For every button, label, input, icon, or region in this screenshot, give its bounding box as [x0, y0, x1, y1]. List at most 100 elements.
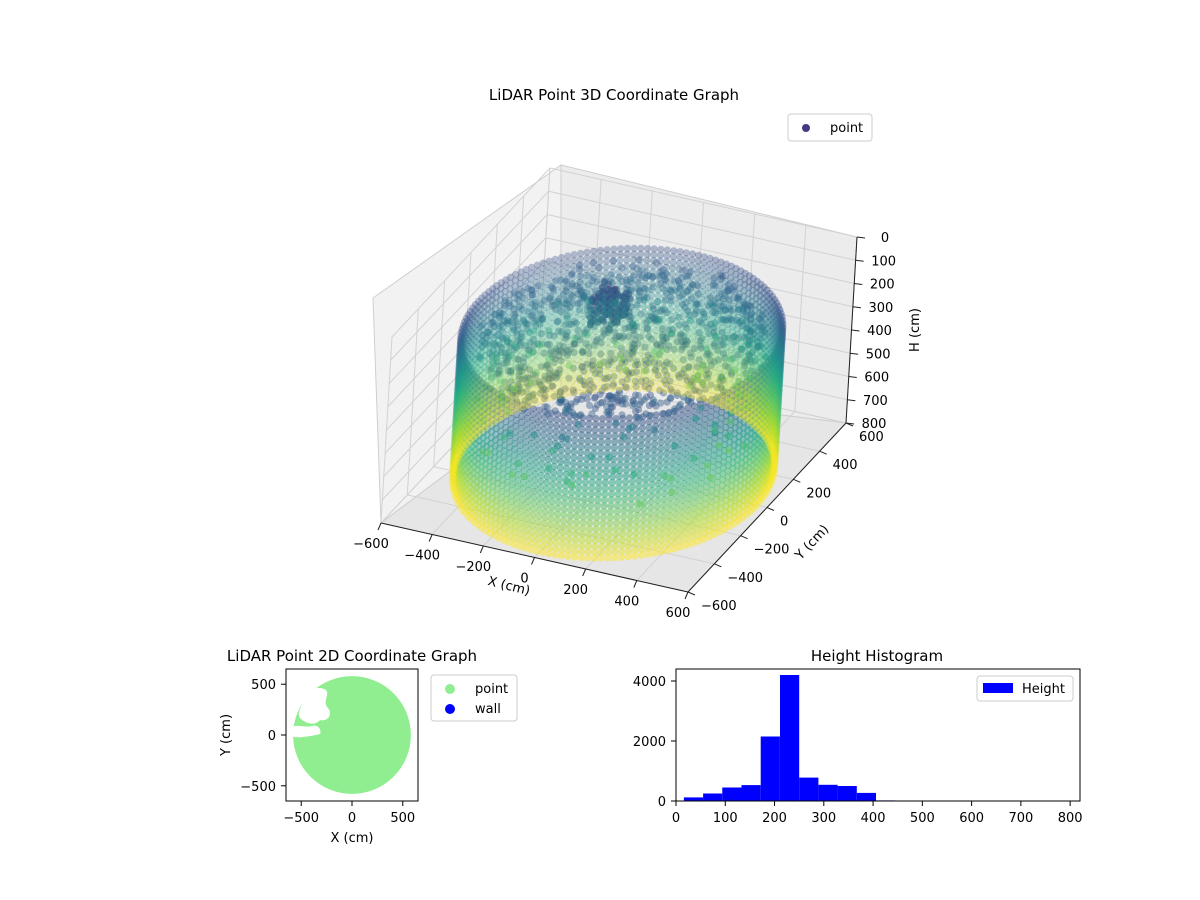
- data-point: [743, 493, 752, 501]
- data-point: [663, 443, 671, 451]
- data-point: [691, 493, 699, 501]
- data-point: [629, 384, 637, 392]
- data-point: [587, 502, 595, 510]
- data-point: [656, 462, 664, 470]
- data-point: [689, 528, 697, 536]
- data-point: [626, 512, 635, 520]
- data-point: [618, 536, 626, 544]
- data-point: [753, 440, 761, 449]
- data-point: [614, 501, 622, 510]
- data-point: [757, 371, 766, 379]
- data-point: [748, 473, 756, 481]
- data-point: [627, 500, 635, 509]
- data-point: [574, 420, 582, 428]
- data-point: [705, 436, 714, 444]
- data-point: [633, 511, 641, 520]
- data-point: [605, 531, 613, 539]
- data-point: [707, 401, 716, 410]
- x-tick-mark: [633, 580, 638, 588]
- data-point: [615, 478, 623, 486]
- data-point: [742, 383, 750, 391]
- data-point: [559, 528, 567, 537]
- data-point: [637, 398, 645, 406]
- data-point: [545, 544, 553, 552]
- data-point: [677, 417, 685, 425]
- data-point: [632, 535, 640, 543]
- data-point: [618, 411, 626, 419]
- data-point: [680, 473, 688, 482]
- data-point: [614, 396, 622, 405]
- data-point: [597, 554, 605, 562]
- data-point: [578, 542, 586, 550]
- data-point: [733, 473, 741, 481]
- data-point: [668, 465, 676, 473]
- data-point: [671, 527, 679, 536]
- data-point: [741, 473, 749, 481]
- data-point: [746, 386, 754, 394]
- data-point: [757, 377, 765, 385]
- data-point: [671, 424, 679, 432]
- data-point: [577, 448, 585, 457]
- data-point: [569, 459, 578, 468]
- data-point: [552, 428, 560, 436]
- data-point: [570, 448, 578, 456]
- data-point: [625, 541, 633, 549]
- data-point: [754, 380, 762, 388]
- data-point: [663, 398, 671, 406]
- data-point: [668, 387, 676, 395]
- data-point: [508, 471, 516, 479]
- data-point: [646, 412, 654, 420]
- data-point: [606, 519, 614, 527]
- data-point: [670, 430, 678, 438]
- data-point: [755, 411, 763, 420]
- grid-line: [390, 190, 549, 361]
- data-point: [745, 458, 754, 467]
- data-point: [747, 496, 755, 504]
- data-point: [546, 432, 554, 440]
- data-point: [556, 475, 564, 483]
- data-point: [695, 520, 703, 528]
- data-point: [638, 534, 647, 542]
- data-point: [681, 456, 689, 464]
- data-point: [618, 542, 626, 550]
- data-point: [604, 432, 612, 440]
- data-point: [565, 535, 573, 543]
- data-point: [540, 525, 548, 533]
- data-point: [750, 493, 758, 501]
- data-point: [659, 513, 667, 521]
- data-point: [760, 379, 768, 387]
- data-point: [670, 539, 678, 547]
- data-point: [584, 554, 592, 562]
- data-point: [646, 391, 655, 399]
- data-point: [632, 529, 640, 537]
- data-point: [560, 505, 568, 513]
- data-point: [658, 415, 667, 424]
- data-point: [605, 426, 613, 434]
- data-point: [539, 537, 548, 545]
- data-point: [690, 454, 698, 462]
- data-point: [694, 537, 702, 546]
- data-point: [680, 468, 689, 476]
- data-point: [671, 419, 679, 427]
- data-point: [726, 418, 734, 426]
- data-point: [677, 520, 686, 528]
- data-point: [552, 539, 560, 547]
- data-point: [652, 532, 660, 540]
- data-point: [564, 447, 572, 455]
- data-point: [551, 551, 559, 559]
- data-point: [563, 464, 571, 473]
- data-point: [702, 489, 710, 497]
- data-point: [740, 479, 749, 487]
- data-point: [654, 485, 663, 493]
- data-point: [572, 524, 580, 532]
- data-point: [673, 493, 681, 501]
- data-point: [602, 467, 610, 475]
- data-point: [677, 526, 685, 534]
- data-point: [592, 414, 600, 423]
- data-point: [664, 426, 672, 434]
- data-point: [701, 512, 709, 520]
- data-point: [629, 397, 638, 405]
- data-point: [592, 420, 600, 428]
- data-point: [539, 548, 547, 557]
- data-point: [597, 444, 605, 452]
